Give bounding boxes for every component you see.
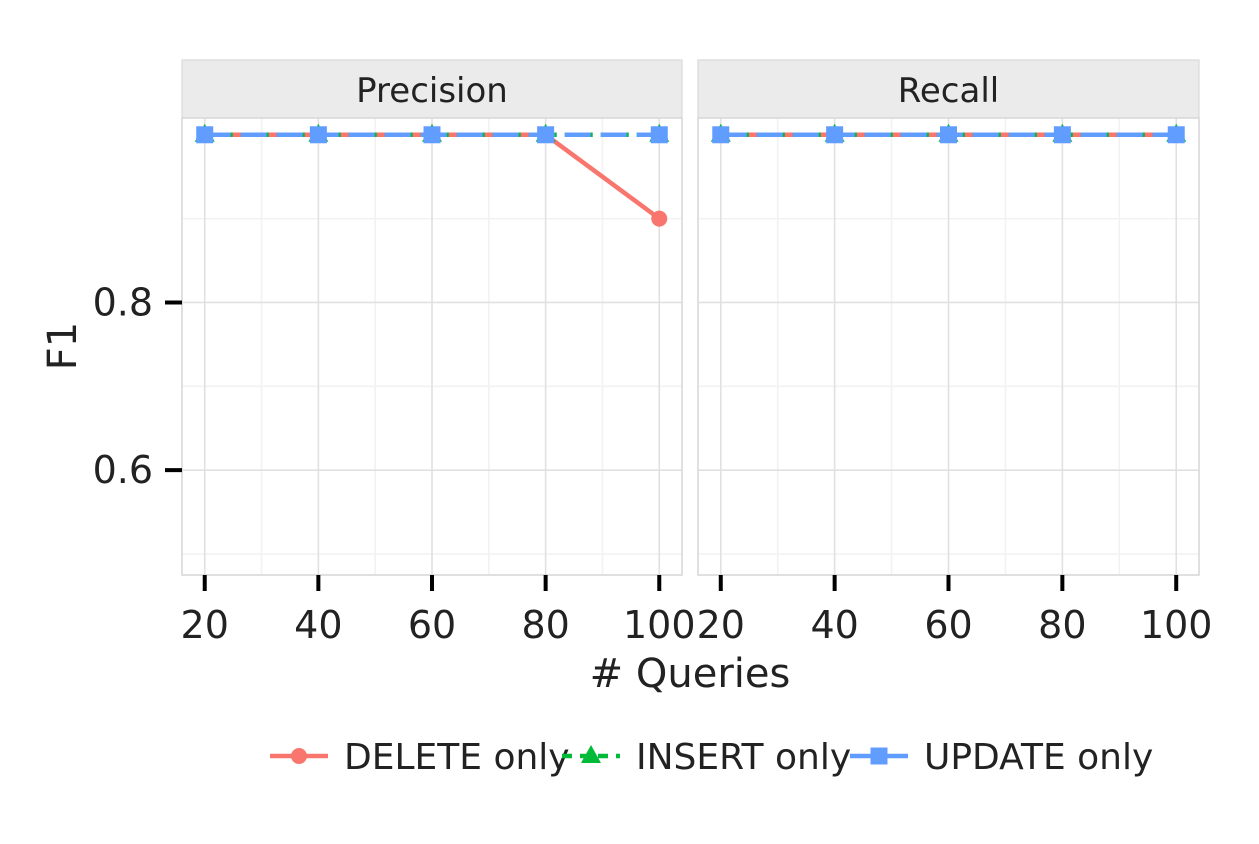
data-point-delete bbox=[651, 210, 668, 227]
x-tick-label: 80 bbox=[521, 603, 569, 647]
legend-item-update: UPDATE only bbox=[850, 737, 1153, 778]
legend-label: INSERT only bbox=[636, 737, 851, 778]
x-tick-label: 60 bbox=[924, 603, 972, 647]
x-tick-label: 40 bbox=[810, 603, 858, 647]
x-tick-label: 80 bbox=[1038, 603, 1086, 647]
data-point-update bbox=[940, 126, 957, 144]
x-tick-label: 60 bbox=[408, 603, 456, 647]
legend: DELETE only INSERT only UPDATE only bbox=[270, 737, 1153, 778]
data-point-update bbox=[309, 126, 327, 144]
data-point-update bbox=[1167, 126, 1185, 144]
data-point-update bbox=[650, 126, 668, 144]
x-axis-title: # Queries bbox=[590, 651, 791, 697]
legend-label: DELETE only bbox=[344, 737, 570, 778]
legend-marker bbox=[870, 747, 888, 765]
legend-marker bbox=[581, 745, 601, 763]
data-point-update bbox=[196, 126, 214, 144]
data-point-update bbox=[826, 126, 844, 144]
panel-precision: Precision bbox=[181, 59, 683, 576]
panel-recall: Recall bbox=[697, 59, 1200, 576]
legend-item-insert: INSERT only bbox=[562, 737, 851, 778]
y-axis-title: F1 bbox=[40, 322, 86, 370]
data-point-update bbox=[423, 126, 441, 144]
facet-strip bbox=[181, 59, 683, 119]
panels-layer: Precision Recall bbox=[181, 59, 1200, 576]
x-tick-label: 100 bbox=[1140, 603, 1213, 647]
data-point-update bbox=[537, 126, 555, 144]
data-point-update bbox=[1053, 126, 1071, 144]
x-tick-label: 100 bbox=[623, 603, 696, 647]
data-point-update bbox=[712, 126, 730, 144]
y-tick-label: 0.6 bbox=[93, 448, 153, 492]
legend-marker bbox=[291, 748, 307, 764]
facet-title: Recall bbox=[898, 71, 999, 111]
facet-strip bbox=[697, 59, 1200, 119]
x-tick-label: 40 bbox=[294, 603, 342, 647]
x-tick-label: 20 bbox=[697, 603, 745, 647]
legend-label: UPDATE only bbox=[924, 737, 1153, 778]
legend-item-delete: DELETE only bbox=[270, 737, 570, 778]
y-tick-label: 0.8 bbox=[93, 280, 153, 324]
x-tick-label: 20 bbox=[181, 603, 229, 647]
facet-title: Precision bbox=[356, 71, 508, 111]
